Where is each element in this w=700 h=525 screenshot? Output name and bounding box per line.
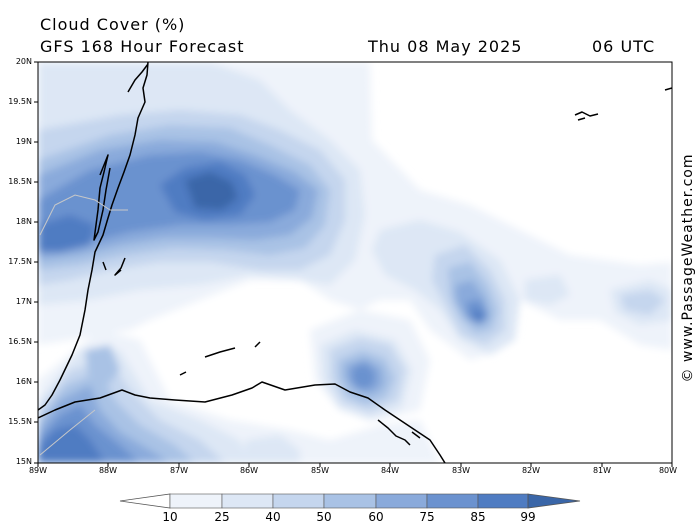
colorbar-label: 10: [162, 510, 178, 524]
lon-label: 81W: [592, 466, 612, 475]
lat-label: 19.5N: [8, 97, 32, 106]
colorbar-label: 50: [316, 510, 332, 524]
lat-label: 16N: [15, 377, 32, 386]
credit-watermark: © www.PassageWeather.com: [680, 153, 696, 383]
lon-label: 82W: [521, 466, 541, 475]
forecast-label: GFS 168 Hour Forecast: [40, 37, 245, 56]
colorbar-segment: [323, 493, 377, 509]
colorbar-segment: [272, 493, 325, 509]
colorbar-high-arrow: [527, 493, 581, 509]
colorbar-label: 25: [214, 510, 230, 524]
lon-label: 87W: [169, 466, 189, 475]
lat-label: 15.5N: [8, 417, 32, 426]
lon-label: 86W: [239, 466, 259, 475]
forecast-date: Thu 08 May 2025: [368, 37, 523, 56]
colorbar-label: 85: [470, 510, 486, 524]
cloud-contours: [38, 62, 672, 463]
lat-label: 15N: [15, 457, 32, 466]
colorbar-label: 60: [368, 510, 384, 524]
lat-label: 18.5N: [8, 177, 32, 186]
coastlines: [38, 62, 672, 463]
colorbar-segment: [426, 493, 479, 509]
forecast-time: 06 UTC: [592, 37, 656, 56]
lon-label: 84W: [380, 466, 400, 475]
lat-label: 19N: [15, 137, 32, 146]
colorbar-label: 99: [520, 510, 536, 524]
borders: [39, 194, 128, 456]
colorbar-label: 75: [419, 510, 435, 524]
lon-label: 80W: [658, 466, 678, 475]
colorbar-low-arrow: [119, 493, 171, 509]
lon-label: 88W: [98, 466, 118, 475]
colorbar-segment: [375, 493, 428, 509]
lon-label: 85W: [310, 466, 330, 475]
colorbar: [119, 493, 581, 509]
lat-label: 20N: [15, 57, 32, 66]
colorbar-segment: [221, 493, 274, 509]
lat-label: 16.5N: [8, 337, 32, 346]
lat-label: 18N: [15, 217, 32, 226]
map-title: Cloud Cover (%): [40, 15, 186, 34]
lat-label: 17N: [15, 297, 32, 306]
colorbar-segment: [477, 493, 529, 509]
colorbar-label: 40: [265, 510, 281, 524]
lon-label: 89W: [28, 466, 48, 475]
lon-label: 83W: [451, 466, 471, 475]
axis-ticks: [34, 61, 673, 467]
lat-label: 17.5N: [8, 257, 32, 266]
colorbar-segment: [169, 493, 223, 509]
